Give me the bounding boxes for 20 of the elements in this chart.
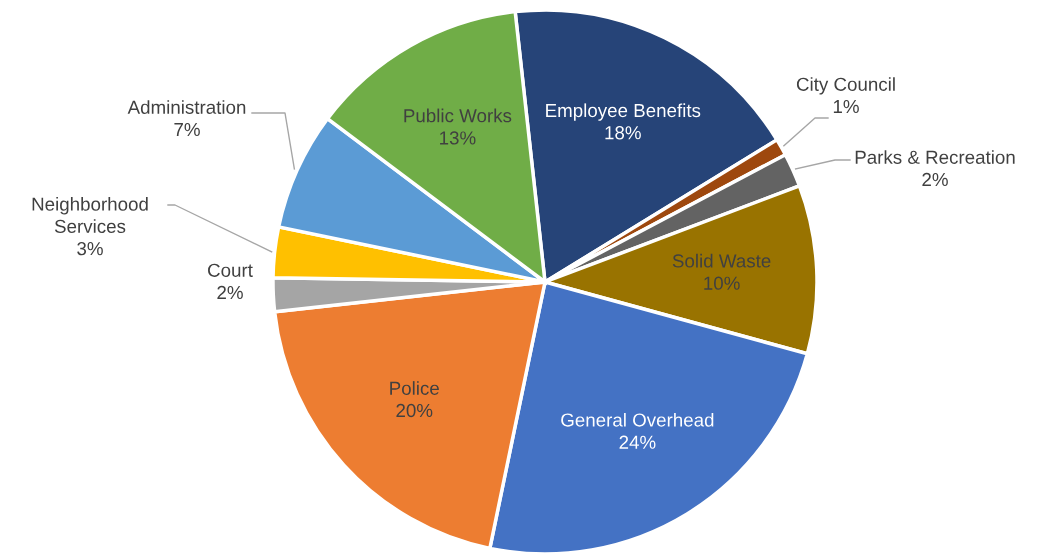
slice-label: Solid Waste (672, 253, 771, 268)
data-label: 1% (833, 99, 859, 114)
data-label: 3% (77, 241, 103, 256)
slice-label: General Overhead (561, 412, 714, 427)
slice-label: Police (390, 381, 439, 395)
data-label: 20% (396, 403, 433, 418)
data-label: 2% (922, 172, 948, 187)
slice-label: Parks & Recreation (855, 150, 1015, 164)
slice-label: Court (208, 263, 253, 277)
data-label: 18% (605, 126, 641, 140)
slice-label: Employee Benefits (546, 103, 701, 121)
data-label: 13% (440, 131, 476, 145)
slice-label: Administration (127, 100, 246, 114)
slice-label: Neighborhood Services (32, 197, 148, 234)
slice-label: City Council (796, 77, 895, 95)
data-label: 24% (619, 435, 656, 449)
data-label: 7% (174, 122, 200, 137)
data-label: 2% (217, 285, 243, 300)
data-label: 10% (704, 276, 740, 290)
slice-label: Public Works (404, 108, 512, 123)
